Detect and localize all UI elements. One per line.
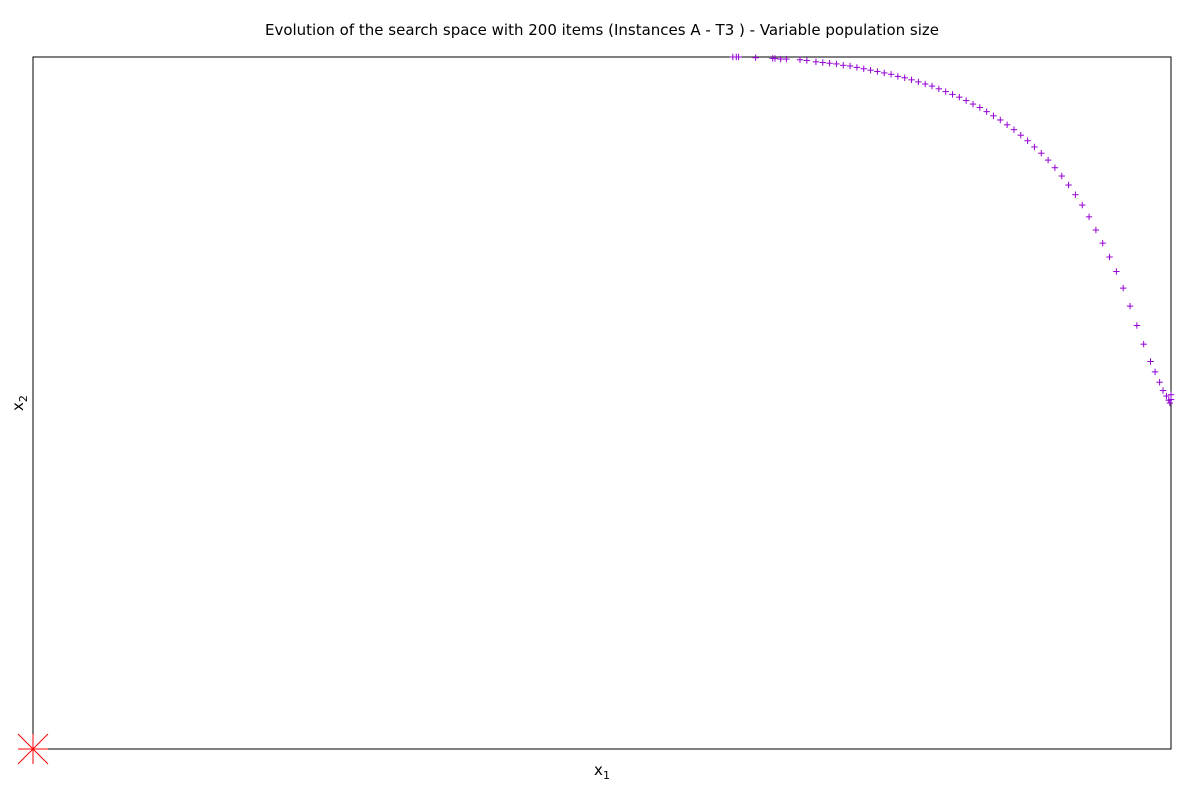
chart-title: Evolution of the search space with 200 i… — [265, 21, 939, 39]
population-point — [1163, 392, 1170, 400]
population-point — [826, 60, 833, 67]
population-point — [1113, 268, 1120, 275]
population-point — [853, 64, 861, 71]
population-point — [1147, 358, 1154, 365]
population-point — [1085, 213, 1093, 221]
population-point — [983, 108, 990, 115]
data-marks — [17, 53, 1175, 765]
population-point — [812, 58, 820, 66]
population-point — [928, 82, 936, 90]
population-point — [1065, 181, 1072, 189]
population-point — [1092, 226, 1100, 234]
population-point — [867, 66, 874, 74]
population-point — [1079, 201, 1086, 209]
population-point — [908, 76, 915, 84]
population-point — [846, 62, 854, 70]
population-point — [796, 56, 804, 63]
population-point — [1017, 131, 1024, 139]
population-point — [1024, 137, 1031, 144]
population-point — [956, 93, 963, 101]
population-point — [1106, 253, 1113, 261]
population-point — [976, 104, 984, 111]
population-point — [1044, 156, 1052, 164]
population-point — [819, 59, 826, 66]
population-point — [949, 91, 956, 98]
population-point — [942, 88, 949, 95]
population-point — [783, 55, 790, 63]
population-point — [969, 100, 977, 108]
population-point — [1159, 387, 1167, 394]
population-point — [1031, 143, 1038, 151]
population-point — [1166, 399, 1174, 407]
population-point — [935, 85, 943, 93]
population-point — [1167, 391, 1175, 398]
y-axis-label: x2 — [9, 395, 30, 411]
plot-frame — [32, 56, 1172, 750]
population-point — [1120, 284, 1127, 292]
population-point — [1003, 121, 1011, 129]
population-point — [1051, 164, 1059, 171]
population-point — [962, 97, 970, 104]
population-point — [1010, 126, 1018, 133]
population-point — [735, 53, 742, 61]
population-point — [1151, 368, 1159, 376]
population-point — [874, 68, 881, 75]
population-point — [881, 69, 888, 77]
population-point — [1126, 302, 1134, 310]
population-point — [1072, 191, 1079, 198]
population-point — [771, 55, 779, 62]
population-point — [1140, 340, 1147, 348]
population-point — [833, 60, 840, 68]
reference-point — [17, 733, 49, 765]
population-point — [990, 112, 997, 120]
population-point — [1058, 172, 1065, 180]
population-point — [803, 57, 811, 64]
population-point — [1133, 322, 1141, 329]
population-point — [1099, 239, 1106, 247]
population-point — [921, 80, 929, 88]
population-point — [894, 73, 902, 80]
population-point — [860, 65, 867, 72]
population-point — [915, 78, 922, 86]
population-point — [752, 54, 759, 61]
population-point — [1156, 379, 1163, 386]
population-point — [1038, 149, 1045, 157]
population-point — [901, 74, 908, 81]
population-point — [887, 71, 895, 78]
population-point — [997, 116, 1004, 124]
population-point — [777, 55, 784, 63]
x-axis-label: x1 — [594, 761, 610, 782]
population-point — [840, 62, 847, 69]
